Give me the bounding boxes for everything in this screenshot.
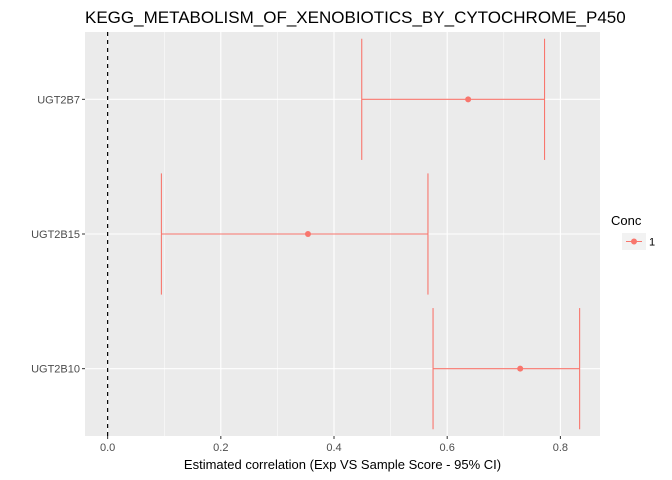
y-tick-label: UGT2B15 xyxy=(31,229,80,241)
x-tick-label: 0.4 xyxy=(326,442,341,454)
x-axis-ticks: 0.0 0.2 0.4 0.6 0.8 xyxy=(100,436,568,454)
legend-label: 1 xyxy=(649,237,655,249)
x-tick-label: 0.2 xyxy=(213,442,228,454)
x-axis-title: Estimated correlation (Exp VS Sample Sco… xyxy=(184,457,501,472)
y-axis-ticks: UGT2B7 UGT2B15 UGT2B10 xyxy=(31,94,85,376)
legend-title: Conc xyxy=(611,213,642,228)
legend-key-point xyxy=(631,238,637,245)
y-tick-label: UGT2B10 xyxy=(31,364,80,376)
chart-title: KEGG_METABOLISM_OF_XENOBIOTICS_BY_CYTOCH… xyxy=(85,8,626,27)
estimate-point-ugt2b15 xyxy=(304,231,311,237)
legend: Conc 1 xyxy=(611,213,655,250)
x-tick-label: 0.0 xyxy=(100,442,115,454)
series-estimates xyxy=(160,38,581,430)
estimate-point-ugt2b10 xyxy=(517,365,524,372)
x-tick-label: 0.6 xyxy=(440,442,455,454)
x-tick-label: 0.8 xyxy=(553,442,568,454)
y-tick-label: UGT2B7 xyxy=(37,94,80,106)
estimate-point-ugt2b7 xyxy=(465,96,472,103)
